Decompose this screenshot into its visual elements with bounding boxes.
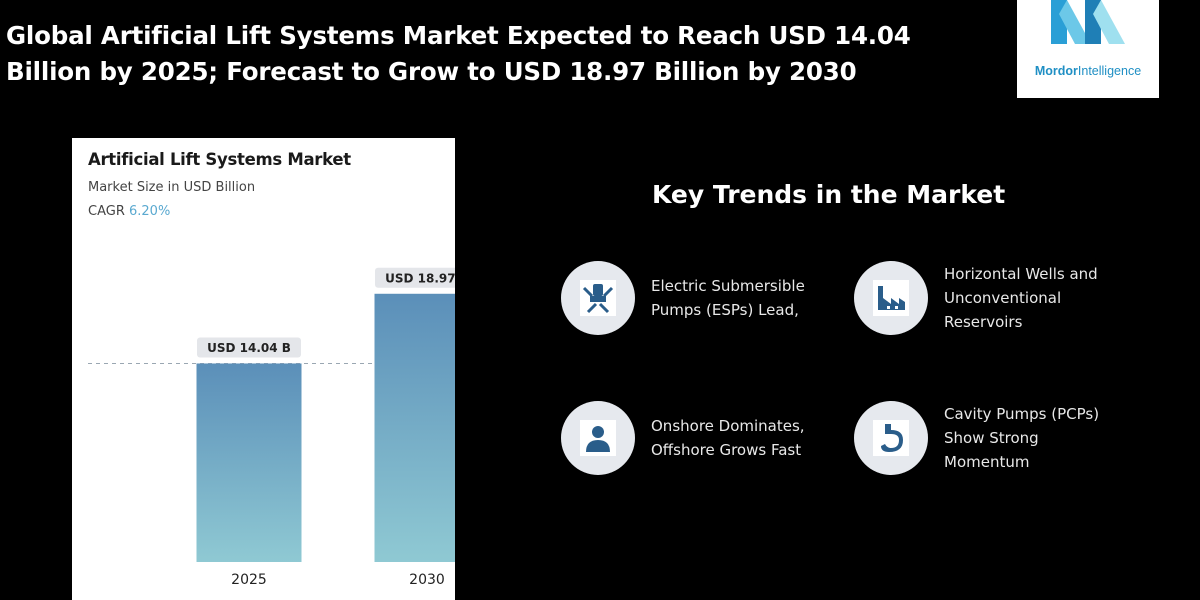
trend-item-pcp: Cavity Pumps (PCPs) Show Strong Momentum <box>854 401 1099 475</box>
market-chart-card: USD 14.04 B 2025 USD 18.97 B 2030 Artificia… <box>72 138 455 600</box>
bar-2030 <box>374 293 455 562</box>
chart-subtitle: Market Size in USD Billion <box>88 180 256 195</box>
data-label: USD 18.97 B <box>385 271 455 285</box>
trend-label: Electric Submersible Pumps (ESPs) Lead, <box>651 277 805 319</box>
trend-icon-circle <box>561 261 635 335</box>
trend-icon-circle <box>854 401 928 475</box>
trends-title: Key Trends in the Market <box>652 180 1006 209</box>
market-bar-chart: USD 14.04 B 2025 USD 18.97 B 2030 <box>88 267 455 588</box>
data-label-bg <box>197 337 301 358</box>
cagr-value: 6.20% <box>129 204 171 219</box>
trend-icon-circle <box>854 261 928 335</box>
stomach-icon <box>873 420 909 456</box>
headline: Global Artificial Lift Systems Market Ex… <box>6 21 911 86</box>
logo-mark-icon <box>1051 0 1125 44</box>
chart-title: Artificial Lift Systems Market <box>88 150 351 169</box>
data-label-bg <box>375 267 455 288</box>
trend-icon-circle <box>561 401 635 475</box>
data-label: USD 14.04 B <box>207 341 291 355</box>
logo-text: MordorIntelligence <box>1034 64 1142 78</box>
cagr-label: CAGR <box>88 204 125 219</box>
factory-icon <box>873 280 909 316</box>
bar-2025 <box>196 363 302 562</box>
trend-label: Cavity Pumps (PCPs) Show Strong Momentum <box>944 405 1100 471</box>
trend-item-horizontal-wells: Horizontal Wells and Unconventional Rese… <box>854 261 1098 335</box>
mordor-intelligence-logo: MordorIntelligence <box>1017 0 1159 98</box>
trend-label: Horizontal Wells and Unconventional Rese… <box>944 265 1098 331</box>
category-label: 2025 <box>231 572 267 588</box>
pump-icon <box>580 280 616 316</box>
trend-item-onshore: Onshore Dominates, Offshore Grows Fast <box>561 401 805 475</box>
person-icon <box>580 420 616 456</box>
category-label: 2030 <box>409 572 445 588</box>
trend-item-esp: Electric Submersible Pumps (ESPs) Lead, <box>561 261 805 335</box>
chart-cagr: CAGR 6.20% <box>88 204 170 219</box>
trend-label: Onshore Dominates, Offshore Grows Fast <box>651 417 805 459</box>
